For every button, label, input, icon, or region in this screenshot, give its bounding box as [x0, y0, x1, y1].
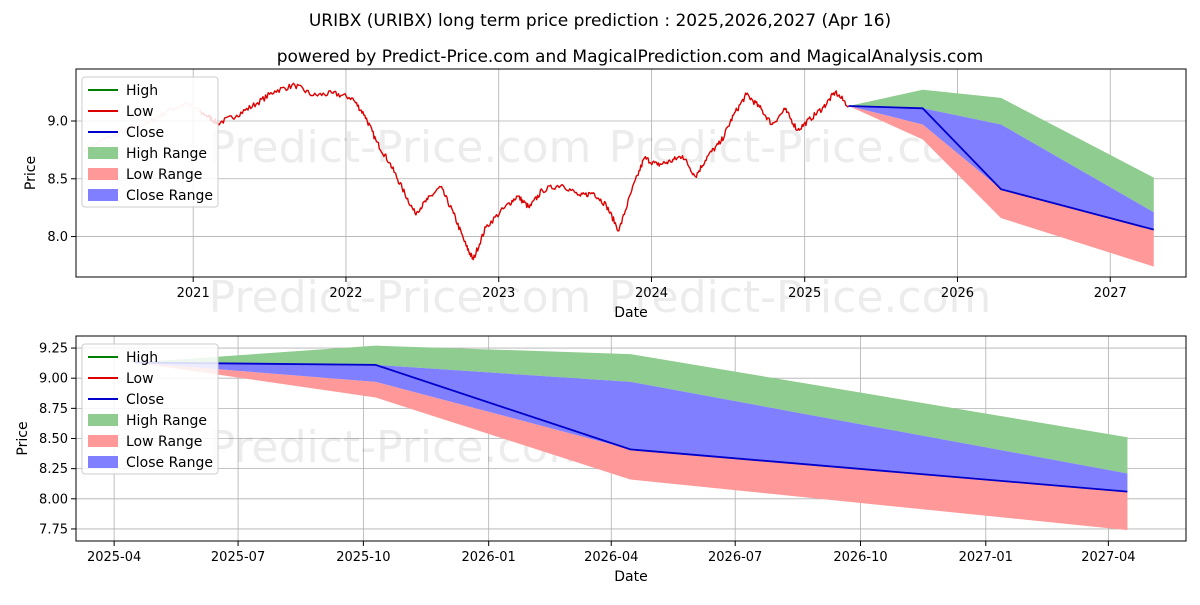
watermark-text: Predict-Price.com	[209, 122, 592, 173]
x-tick-label: 2025-07	[211, 550, 265, 565]
y-tick-label: 9.0	[47, 115, 68, 130]
high-range-band	[134, 345, 1128, 474]
low-range-band	[848, 105, 1154, 267]
y-tick-label: 7.75	[39, 522, 68, 537]
watermark-text: Predict-Price.com	[209, 272, 592, 323]
x-tick-label: 2026-07	[708, 550, 762, 565]
legend-label: Close	[126, 125, 164, 141]
x-tick-label: 2026-01	[462, 550, 516, 565]
legend-swatch-patch	[88, 414, 118, 426]
y-tick-label: 9.25	[39, 342, 68, 357]
x-tick-label: 2026-10	[833, 550, 887, 565]
x-tick-label: 2027	[1094, 286, 1127, 301]
legend-label: High Range	[126, 413, 207, 429]
legend-label: Close	[126, 392, 164, 408]
legend-swatch-patch	[88, 435, 118, 447]
x-tick-label: 2022	[329, 286, 362, 301]
y-tick-label: 8.75	[39, 402, 68, 417]
legend-label: Low Range	[126, 167, 202, 183]
close-range-band	[848, 105, 1154, 230]
legend-label: Low	[126, 371, 154, 387]
low-history-line	[83, 82, 850, 261]
legend-label: High	[126, 350, 158, 366]
x-axis-label: Date	[614, 305, 647, 321]
legend-label: High Range	[126, 146, 207, 162]
y-tick-label: 8.50	[39, 432, 68, 447]
x-tick-label: 2025-10	[336, 550, 390, 565]
legend: High Low Close High Range Low Range Close Ran…	[81, 76, 219, 208]
x-tick-label: 2026-04	[584, 550, 638, 565]
x-axis-label: Date	[614, 569, 647, 585]
y-tick-label: 8.5	[47, 172, 68, 187]
x-tick-label: 2027-01	[959, 550, 1013, 565]
chart-title: URIBX (URIBX) long term price prediction…	[309, 11, 891, 31]
x-tick-label: 2026	[941, 286, 974, 301]
y-tick-label: 8.0	[47, 230, 68, 245]
plot-panel-2: Predict-Price.comPredict-Price.com2025-0…	[15, 335, 1187, 585]
y-axis-label: Price	[23, 156, 39, 190]
legend-label: Low Range	[126, 434, 202, 450]
y-tick-label: 8.00	[39, 492, 68, 507]
legend-label: Close Range	[126, 188, 213, 204]
y-axis-label: Price	[15, 421, 31, 455]
plot-area	[83, 82, 1155, 267]
watermark-text: Predict-Price.com	[609, 272, 992, 323]
low-range-band	[134, 362, 1128, 531]
legend-swatch-patch	[88, 456, 118, 468]
plot-area	[134, 345, 1128, 531]
legend-swatch-patch	[88, 168, 118, 180]
x-tick-label: 2021	[177, 286, 210, 301]
legend-label: High	[126, 83, 158, 99]
close-forecast-line	[848, 105, 1155, 231]
x-tick-label: 2023	[482, 286, 515, 301]
close-forecast-line	[134, 361, 1128, 493]
high-range-band	[848, 89, 1154, 213]
x-tick-label: 2025-04	[87, 550, 141, 565]
legend-label: Low	[126, 104, 154, 120]
x-tick-label: 2027-04	[1081, 550, 1135, 565]
close-range-band	[134, 362, 1128, 492]
x-tick-label: 2024	[635, 286, 668, 301]
y-tick-label: 9.00	[39, 372, 68, 387]
plot-panel-1: Predict-Price.com Predict-Price.com Predic…	[23, 68, 1187, 323]
x-tick-label: 2025	[788, 286, 821, 301]
legend-label: Close Range	[126, 455, 213, 471]
y-tick-label: 8.25	[39, 462, 68, 477]
axes-frame	[75, 68, 1187, 278]
chart-subtitle: powered by Predict-Price.com and Magical…	[277, 47, 984, 67]
legend: High Low Close High Range Low Range Close Ran…	[81, 343, 219, 475]
legend-swatch-patch	[88, 189, 118, 201]
legend-swatch-patch	[88, 147, 118, 159]
